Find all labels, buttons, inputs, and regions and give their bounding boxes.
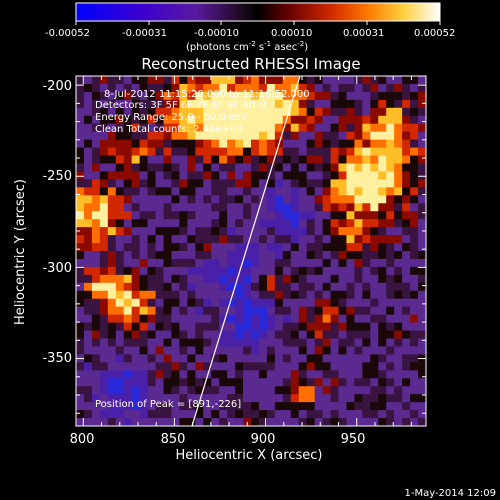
footer-date: 1-May-2014 12:09 <box>404 488 496 499</box>
y-tick-300: -300 <box>42 261 72 276</box>
x-tick-800: 800 <box>70 432 95 447</box>
time-range-text: 8-Jul-2012 11:15:20.000 to 11:16:52.000 <box>104 89 310 100</box>
colorbar-tick-3: 0.00010 <box>271 28 312 39</box>
colorbar-tick-5: 0.00052 <box>414 28 455 39</box>
colorbar-tick-1: -0.00031 <box>122 28 167 39</box>
colorbar-gradient <box>75 2 441 22</box>
colorbar-tick-0: -0.00052 <box>45 28 90 39</box>
detectors-text: Detectors: 3F 5F 6F 7F 8F 9F Att 0 <box>95 100 266 111</box>
clean-counts-text: Clean Total counts: 2.46e+03 <box>95 124 243 135</box>
rhessi-image <box>76 76 426 426</box>
axis-ticks <box>76 76 426 426</box>
peak-position-text: Position of Peak = [891,-226] <box>95 399 241 410</box>
y-tick-200: -200 <box>42 79 72 94</box>
plot-frame <box>75 75 427 427</box>
plot-title: Reconstructed RHESSI Image <box>141 55 360 73</box>
colorbar-tick-4: 0.00031 <box>343 28 384 39</box>
x-axis-label: Heliocentric X (arcsec) <box>176 448 323 463</box>
colorbar: -0.00052 -0.00031 -0.00010 0.00010 0.000… <box>45 2 455 53</box>
image-pixels <box>76 76 426 426</box>
solar-limb-line <box>191 76 301 426</box>
colorbar-units: (photons cm-2 s-1 asec-2) <box>186 40 308 53</box>
x-tick-850: 850 <box>161 432 186 447</box>
energy-range-text: Energy Range: 25.0 - 50.0 keV <box>95 112 248 123</box>
x-tick-900: 900 <box>251 432 276 447</box>
y-tick-250: -250 <box>42 169 72 184</box>
y-axis-label: Heliocentric Y (arcsec) <box>13 179 28 325</box>
x-tick-950: 950 <box>341 432 366 447</box>
y-tick-350: -350 <box>42 351 72 366</box>
colorbar-tick-2: -0.00010 <box>194 28 239 39</box>
